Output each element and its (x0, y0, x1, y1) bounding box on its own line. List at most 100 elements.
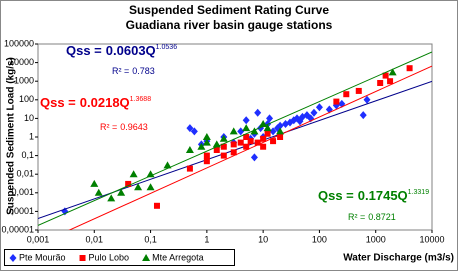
point (203, 158, 210, 165)
r2-value: 0.9643 (120, 122, 148, 132)
point (406, 65, 413, 72)
point (185, 146, 194, 154)
point (377, 80, 384, 87)
trend-r2: R² = 0.9643 (100, 122, 148, 132)
point (153, 202, 160, 209)
point (242, 124, 251, 132)
y-tick-label: 10000 (9, 57, 34, 67)
point (269, 127, 277, 136)
equation-lhs: Qss = (66, 43, 102, 58)
point (250, 153, 258, 162)
x-tick-label: 1 (204, 234, 209, 244)
x-tick-label: 100 (312, 234, 327, 244)
point (270, 138, 277, 145)
legend-box (4, 249, 235, 266)
point (237, 127, 245, 136)
y-tick-label: 100000 (4, 38, 34, 48)
point (355, 87, 362, 94)
point (254, 108, 262, 117)
y-axis-title: Suspended Sediment Load (kg/s) (6, 57, 17, 215)
point (146, 183, 155, 191)
point (276, 127, 285, 135)
y-tick-label: 1 (29, 131, 34, 141)
point (202, 138, 211, 146)
legend-label: Pte Mourão (19, 252, 66, 262)
equation-exp: 1.0536 (156, 44, 178, 51)
point (263, 124, 272, 132)
point (363, 95, 371, 104)
point (387, 78, 394, 85)
point (250, 127, 259, 135)
point (243, 143, 250, 150)
x-tick-label: 10 (258, 234, 268, 244)
point (230, 149, 237, 156)
chart-title: Suspended Sediment Rating Curve (129, 3, 329, 17)
trend-equation: Qss = 0.0603Q1.0536 (66, 43, 177, 58)
point (117, 188, 126, 196)
point (90, 179, 99, 187)
r2-value: 0.783 (132, 66, 155, 76)
point (315, 103, 323, 112)
point (237, 139, 244, 146)
legend-marker (79, 255, 86, 261)
x-tick-label: 0,01 (86, 234, 104, 244)
point (333, 98, 340, 105)
point (247, 138, 254, 145)
point (260, 135, 267, 142)
trend-line (38, 51, 432, 226)
y-tick-label: 1000 (14, 76, 34, 86)
point (254, 139, 261, 146)
point (190, 127, 198, 136)
trend-line (68, 65, 432, 230)
plot-area (37, 43, 433, 231)
equation-lhs: Qss = (318, 188, 354, 203)
point (134, 183, 143, 191)
trend-equation: Qss = 0.1745Q1.3319 (318, 188, 429, 203)
y-tick-label: 10 (24, 113, 34, 123)
equation-coef: 0.0603 (106, 43, 146, 58)
y-tick-label: 0,00001 (1, 224, 34, 234)
point (243, 134, 250, 140)
legend-marker (9, 254, 17, 262)
equation-coef: 0.0218 (80, 95, 120, 110)
point (197, 142, 206, 150)
point (277, 134, 284, 140)
r2-value: 0.8721 (368, 212, 396, 222)
legend-marker (142, 254, 151, 261)
point (186, 165, 193, 172)
point (230, 141, 237, 148)
point (213, 147, 220, 154)
equation-exp: 1.3319 (408, 189, 430, 196)
equation-var: Q (146, 43, 156, 58)
legend-label: Mte Arregota (152, 252, 204, 262)
point (264, 130, 271, 137)
point (266, 114, 274, 123)
point (388, 68, 397, 76)
x-tick-label: 10000 (419, 234, 444, 244)
equation-var: Q (120, 95, 130, 110)
point (107, 194, 116, 202)
point (125, 180, 132, 187)
x-axis-title: Water Discharge (m3/s) (343, 253, 454, 264)
r2-label: R² = (348, 212, 365, 222)
legend-label: Pulo Lobo (89, 252, 130, 262)
y-tick-label: 0,01 (16, 169, 34, 179)
point (163, 161, 172, 169)
point (260, 143, 267, 150)
point (343, 91, 350, 98)
point (242, 116, 250, 125)
trend-r2: R² = 0.783 (112, 66, 155, 76)
point (202, 133, 211, 140)
point (310, 108, 318, 117)
point (276, 121, 284, 130)
point (382, 72, 389, 79)
point (359, 111, 367, 120)
trend-r2: R² = 0.8721 (348, 212, 396, 222)
y-tick-label: 0,001 (11, 187, 34, 197)
point (257, 124, 265, 133)
y-tick-label: 100 (19, 94, 34, 104)
point (220, 152, 227, 159)
point (94, 188, 103, 196)
equation-coef: 0.1745 (358, 188, 398, 203)
